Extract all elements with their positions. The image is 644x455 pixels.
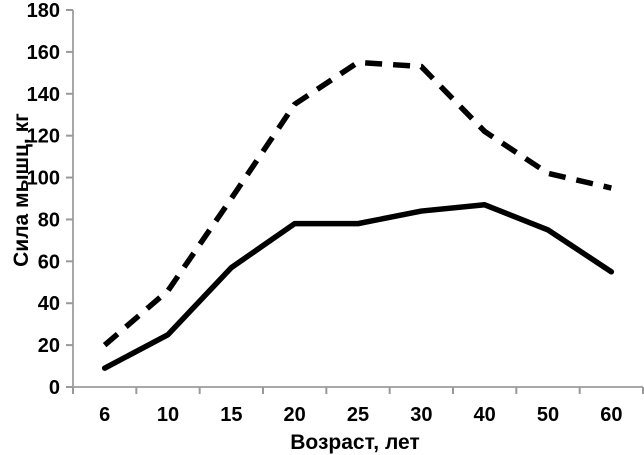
- x-tick-label: 40: [474, 404, 496, 426]
- y-tick-label: 160: [27, 42, 60, 64]
- y-tick-label: 60: [38, 251, 60, 273]
- axis-tick-labels: 0 20 40 60 80 100 120 140 160 180 6 10 15 20 25 30 40 50 6…: [27, 0, 623, 426]
- y-tick-label: 40: [38, 293, 60, 315]
- y-tick-label: 140: [27, 84, 60, 106]
- axis-frame: [72, 10, 643, 388]
- x-tick-label: 20: [284, 404, 306, 426]
- x-tick-label: 15: [220, 404, 242, 426]
- data-series: [101, 59, 615, 371]
- y-tick-label: 180: [27, 0, 60, 22]
- y-tick-label: 80: [38, 209, 60, 231]
- y-tick-label: 0: [49, 377, 60, 399]
- y-tick-label: 20: [38, 335, 60, 357]
- series-solid-line: [101, 202, 615, 371]
- axis-ticks: [66, 9, 644, 394]
- x-tick-label: 6: [99, 404, 110, 426]
- x-tick-label: 10: [157, 404, 179, 426]
- y-tick-label: 120: [27, 126, 60, 148]
- axes: [72, 10, 643, 388]
- y-tick-label: 100: [27, 168, 60, 190]
- x-tick-label: 25: [347, 404, 369, 426]
- y-axis-title: Сила мышц, кг: [10, 113, 33, 267]
- x-tick-label: 50: [537, 404, 559, 426]
- series-dashed-line: [102, 59, 612, 348]
- x-tick-label: 30: [410, 404, 432, 426]
- x-axis-title: Возраст, лет: [290, 431, 419, 454]
- x-tick-label: 60: [600, 404, 622, 426]
